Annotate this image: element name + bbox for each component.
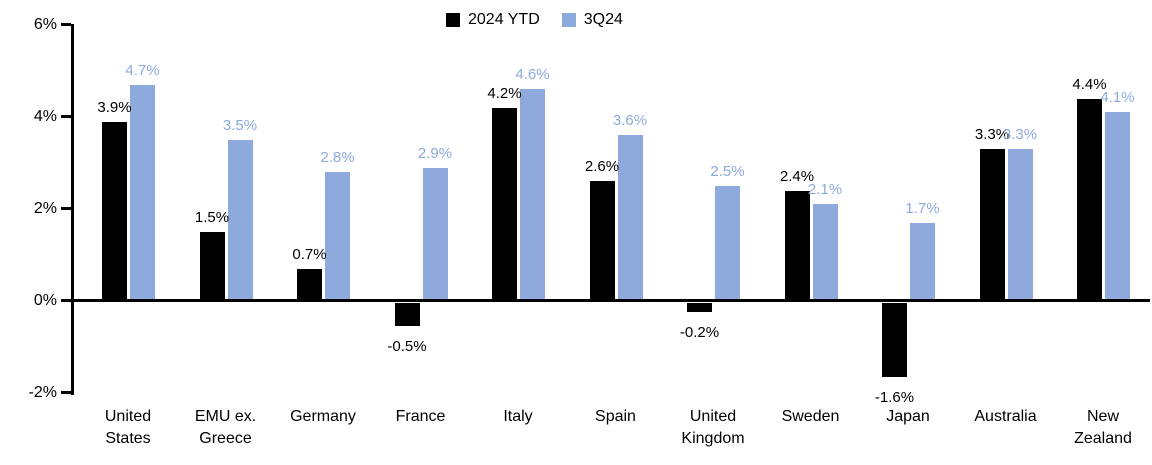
category-label: Germany: [290, 408, 356, 425]
bar-2024-ytd: [687, 303, 712, 312]
legend-item-3q24: 3Q24: [561, 11, 623, 29]
value-label: 4.2%: [487, 85, 522, 102]
bar-3q24: [422, 168, 448, 301]
bar-2024-ytd: [589, 181, 615, 301]
value-label: 2.1%: [807, 181, 843, 198]
category-label: Spain: [595, 408, 636, 425]
y-tick-mark: [61, 23, 71, 26]
category-label: Sweden: [781, 408, 840, 425]
value-label: -0.5%: [387, 338, 427, 355]
value-label: 2.5%: [710, 163, 745, 180]
bar-2024-ytd: [199, 232, 225, 301]
y-tick-label: 2%: [33, 200, 57, 217]
value-label: 4.1%: [1100, 89, 1135, 106]
zero-line: [71, 299, 1150, 302]
category-label: United States: [104, 408, 152, 447]
bar-2024-ytd: [492, 108, 517, 301]
value-label: 3.3%: [974, 126, 1010, 143]
bar-2024-ytd: [882, 303, 907, 377]
bar-3q24: [325, 172, 350, 301]
category-label: France: [395, 408, 446, 425]
bar-3q24: [130, 85, 155, 301]
value-label: 1.7%: [905, 200, 940, 217]
value-label: 3.5%: [222, 117, 258, 134]
bar-3q24: [910, 223, 935, 301]
value-label: -1.6%: [874, 389, 915, 406]
legend-item-2024-ytd: 2024 YTD: [446, 11, 540, 29]
y-axis-line: [71, 24, 74, 395]
value-label: 0.7%: [292, 246, 327, 263]
bar-3q24: [715, 186, 740, 301]
legend-label-2024-ytd: 2024 YTD: [468, 11, 540, 28]
y-tick-label: 0%: [33, 292, 57, 309]
y-tick-label: 6%: [33, 16, 57, 33]
value-label: 1.5%: [194, 209, 230, 226]
value-label: 4.7%: [125, 62, 160, 79]
bar-2024-ytd: [1077, 99, 1102, 301]
bar-3q24: [227, 140, 253, 301]
y-tick-label: -2%: [28, 384, 57, 401]
value-label: -0.2%: [679, 324, 720, 341]
value-label: 2.8%: [320, 149, 355, 166]
value-label: 3.9%: [97, 99, 132, 116]
bar-3q24: [520, 89, 545, 301]
bar-3q24: [617, 135, 643, 301]
y-tick-mark: [61, 299, 71, 302]
category-label: Japan: [886, 408, 930, 425]
category-label: United Kingdom: [681, 408, 745, 447]
y-tick-mark: [61, 207, 71, 210]
y-tick-mark: [61, 391, 71, 394]
bar-3q24: [1007, 149, 1033, 301]
y-tick-label: 4%: [33, 108, 57, 125]
value-label: 4.4%: [1072, 76, 1107, 93]
legend: 2024 YTD 3Q24: [446, 8, 623, 32]
bar-2024-ytd: [979, 149, 1005, 301]
category-label: Australia: [974, 408, 1037, 425]
category-label: EMU ex. Greece: [194, 408, 257, 447]
bar-2024-ytd: [102, 122, 127, 301]
legend-swatch-2024-ytd: [446, 13, 460, 27]
bar-2024-ytd: [297, 269, 322, 301]
bar-3q24: [1105, 112, 1130, 301]
value-label: 2.6%: [584, 158, 620, 175]
y-tick-mark: [61, 115, 71, 118]
value-label: 2.4%: [779, 168, 815, 185]
value-label: 4.6%: [515, 66, 550, 83]
value-label: 3.3%: [1002, 126, 1038, 143]
legend-label-3q24: 3Q24: [583, 11, 623, 28]
bar-2024-ytd: [394, 303, 420, 326]
bar-2024-ytd: [784, 191, 810, 301]
value-label: 3.6%: [612, 112, 648, 129]
bar-3q24: [812, 204, 838, 301]
value-label: 2.9%: [417, 145, 453, 162]
category-label: New Zealand: [1074, 408, 1132, 447]
category-label: Italy: [503, 408, 533, 425]
legend-swatch-3q24: [561, 13, 576, 27]
